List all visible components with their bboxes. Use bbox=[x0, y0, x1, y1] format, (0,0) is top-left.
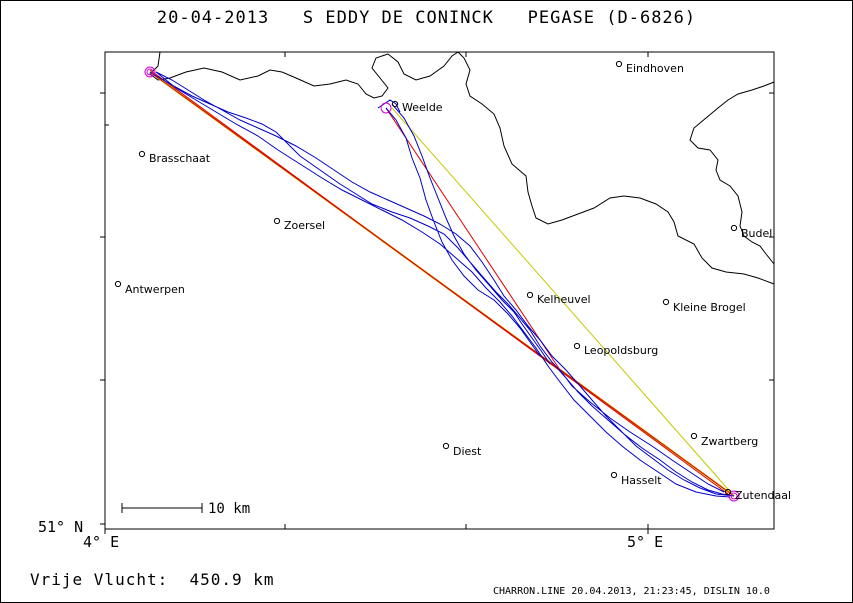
city-label: Hasselt bbox=[621, 474, 662, 487]
flight-track bbox=[149, 71, 735, 498]
lon-label-4: 4° E bbox=[83, 533, 120, 551]
city-label: Eindhoven bbox=[626, 62, 684, 75]
route-leg-yellow-2 bbox=[391, 107, 735, 497]
route-leg-red-2 bbox=[385, 107, 561, 371]
country-border bbox=[149, 51, 775, 285]
task-routes bbox=[149, 69, 735, 497]
scale-bar: 10 km bbox=[121, 501, 250, 517]
city-label: Zutendaal bbox=[735, 489, 791, 502]
city-label: Antwerpen bbox=[125, 283, 185, 296]
scale-bar-label: 10 km bbox=[208, 501, 250, 517]
city-dot bbox=[615, 60, 623, 68]
axis-ticks bbox=[100, 52, 774, 534]
turnpoints bbox=[144, 66, 740, 502]
city-markers: Eindhoven Weelde Brasschaat Zoersel Bude… bbox=[114, 60, 791, 502]
route-leg-red-3 bbox=[149, 69, 729, 495]
city-label: Diest bbox=[453, 445, 482, 458]
distance-label: Vrije Vlucht: 450.9 km bbox=[30, 570, 275, 589]
city-label: Zoersel bbox=[284, 219, 325, 232]
city-label: Kleine Brogel bbox=[673, 301, 746, 314]
city-label: Weelde bbox=[402, 101, 443, 114]
city-label: Budel bbox=[741, 227, 772, 240]
city-label: Leopoldsburg bbox=[584, 344, 658, 357]
lon-label-5: 5° E bbox=[627, 533, 664, 551]
city-label: Zwartberg bbox=[701, 435, 758, 448]
city-label: Brasschaat bbox=[149, 152, 211, 165]
map-border bbox=[104, 51, 775, 530]
start-turnpoint bbox=[144, 66, 156, 78]
zutendaal-turnpoint bbox=[728, 490, 740, 502]
city-label: Kelheuvel bbox=[537, 293, 591, 306]
page-title: 20-04-2013 S EDDY DE CONINCK PEGASE (D-6… bbox=[156, 8, 697, 28]
credit-label: CHARRON.LINE 20.04.2013, 21:23:45, DISLI… bbox=[493, 586, 770, 597]
weelde-turnpoint bbox=[380, 102, 392, 114]
lat-label: 51° N bbox=[38, 518, 84, 536]
